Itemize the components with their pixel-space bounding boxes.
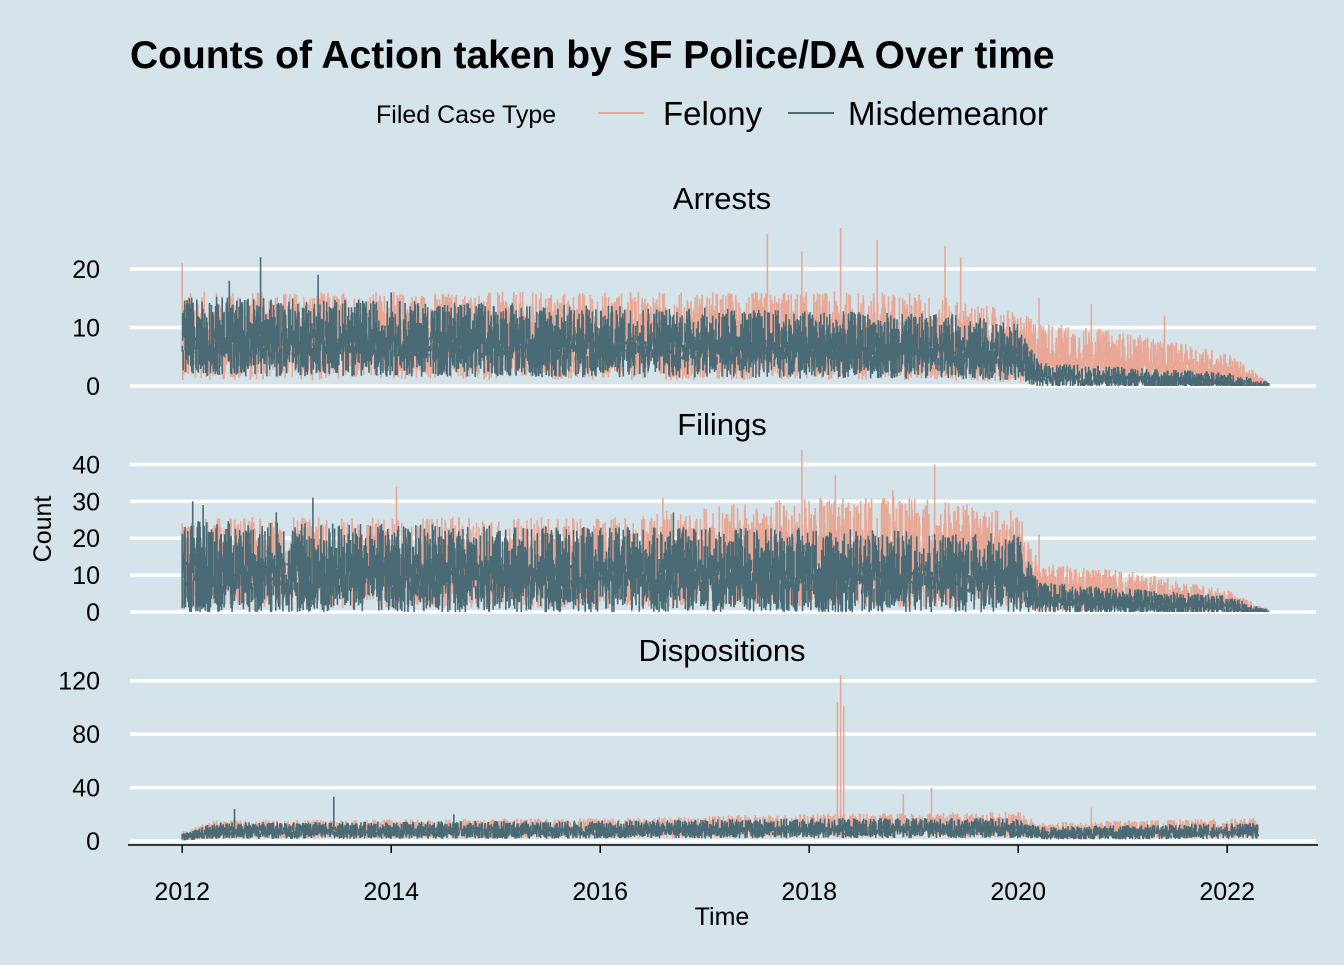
- y-tick-label-filings: 10: [72, 562, 100, 590]
- y-tick-label-filings: 20: [72, 525, 100, 553]
- panel-title-dispositions: Dispositions: [638, 633, 805, 668]
- y-tick-label-arrests: 10: [72, 314, 100, 342]
- panel-arrests: 0 10 20: [72, 228, 1316, 401]
- y-tick-label-dispositions: 120: [58, 668, 100, 696]
- y-tick-label-arrests: 20: [72, 256, 100, 284]
- series-dispositions-felony: [181, 675, 1259, 841]
- legend-title: Filed Case Type: [376, 101, 556, 129]
- y-axis-label: Count: [29, 496, 57, 563]
- x-tick-label: 2014: [363, 878, 419, 906]
- panel-strip-filings: [640, 406, 810, 436]
- x-axis-label: Time: [695, 903, 750, 931]
- x-axis-ticks: 2012 2014 2016 2018 2020 2022: [154, 845, 1255, 906]
- series-arrests-misdemeanor: [181, 257, 1270, 386]
- x-tick-label: 2012: [154, 878, 210, 906]
- y-tick-label-filings: 40: [72, 451, 100, 479]
- legend-label-felony: Felony: [663, 95, 763, 132]
- series-filings-misdemeanor: [181, 497, 1270, 612]
- y-tick-label-arrests: 0: [86, 373, 100, 401]
- y-tick-label-dispositions: 40: [72, 775, 100, 803]
- x-tick-label: 2022: [1199, 878, 1255, 906]
- chart-title: Counts of Action taken by SF Police/DA O…: [130, 34, 1055, 77]
- x-tick-label: 2018: [781, 878, 837, 906]
- panel-title-filings: Filings: [677, 407, 767, 442]
- legend: Filed Case Type Felony Misdemeanor: [376, 95, 1048, 132]
- series-dispositions-misdemeanor: [181, 796, 1259, 841]
- panel-dispositions: 0 40 80 120: [58, 668, 1316, 856]
- panel-title-arrests: Arrests: [673, 181, 771, 216]
- y-tick-label-filings: 30: [72, 488, 100, 516]
- y-tick-label-dispositions: 80: [72, 721, 100, 749]
- y-tick-label-filings: 0: [86, 599, 100, 627]
- y-tick-label-dispositions: 0: [86, 828, 100, 856]
- x-tick-label: 2020: [990, 878, 1046, 906]
- panel-filings: 0 10 20 30 40: [72, 449, 1316, 627]
- x-tick-label: 2016: [572, 878, 628, 906]
- legend-label-misdemeanor: Misdemeanor: [848, 95, 1048, 132]
